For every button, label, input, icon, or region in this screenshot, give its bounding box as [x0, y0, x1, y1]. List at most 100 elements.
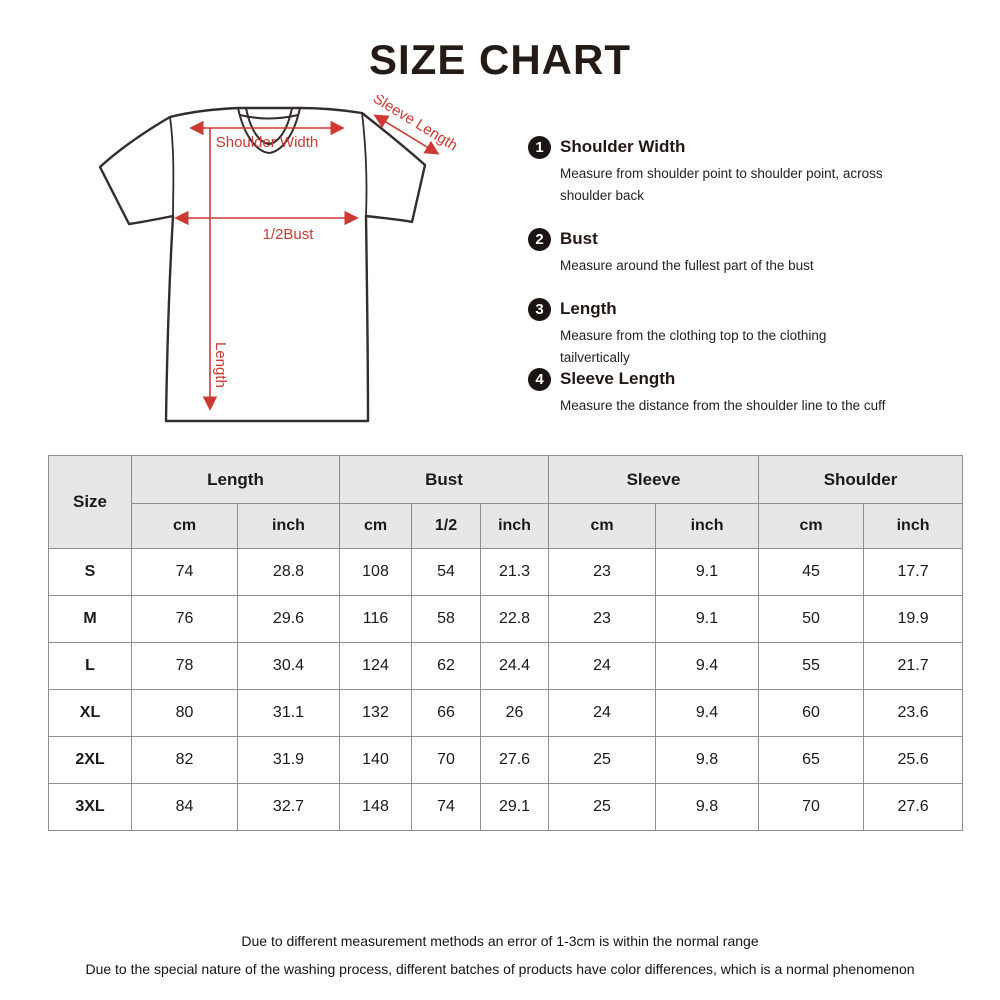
shoulder-width-label: Shoulder Width [216, 134, 319, 151]
table-cell: 30.4 [237, 642, 340, 690]
table-cell: 31.1 [237, 689, 340, 737]
table-cell: 62 [411, 642, 481, 690]
table-row-m: M 76 29.6 116 58 22.8 23 9.1 50 19.9 [48, 595, 964, 643]
table-cell: 23.6 [863, 689, 964, 737]
collar-band [239, 114, 299, 120]
note-color-difference: Due to the special nature of the washing… [85, 961, 915, 977]
table-cell: 124 [339, 642, 412, 690]
table-cell: 132 [339, 689, 412, 737]
row-label: S [48, 548, 132, 596]
table-cell: 74 [411, 783, 481, 831]
number-2-badge: 2 [528, 228, 551, 251]
table-cell: 66 [411, 689, 481, 737]
table-cell: 24 [548, 689, 657, 737]
subheader-sleeve-inch: inch [655, 503, 760, 549]
table-cell: 23 [548, 548, 657, 596]
table-cell: 9.8 [655, 736, 760, 784]
table-cell: 54 [411, 548, 481, 596]
measurement-legend: 1 Shoulder Width Measure from shoulder p… [528, 136, 968, 426]
table-row-s: S 74 28.8 108 54 21.3 23 9.1 45 17.7 [48, 548, 964, 596]
table-cell: 23 [548, 595, 657, 643]
legend-description: Measure the distance from the shoulder l… [560, 398, 886, 413]
sleeve-length-arrow [373, 114, 440, 155]
col-header-sleeve: Sleeve [548, 455, 760, 504]
number-4-badge: 4 [528, 368, 551, 391]
table-cell: 22.8 [479, 595, 550, 643]
subheader-length-cm: cm [131, 503, 238, 549]
table-cell: 25.6 [863, 736, 964, 784]
col-header-length: Length [131, 455, 340, 504]
table-cell: 108 [339, 548, 412, 596]
table-row-xl: XL 80 31.1 132 66 26 24 9.4 60 23.6 [48, 689, 964, 737]
table-cell: 45 [758, 548, 865, 596]
table-cell: 80 [131, 689, 238, 737]
table-cell: 21.3 [479, 548, 550, 596]
legend-description: Measure around the fullest part of the b… [560, 258, 814, 273]
table-cell: 84 [131, 783, 238, 831]
number-3-badge: 3 [528, 298, 551, 321]
table-cell: 17.7 [863, 548, 964, 596]
legend-title: Bust [560, 229, 598, 248]
table-cell: 55 [758, 642, 865, 690]
legend-item-bust: 2 Bust Measure around the fullest part o… [528, 228, 814, 277]
table-cell: 9.4 [655, 689, 760, 737]
subheader-bust-half: 1/2 [411, 503, 481, 549]
table-cell: 21.7 [863, 642, 964, 690]
table-cell: 58 [411, 595, 481, 643]
table-row-2xl: 2XL 82 31.9 140 70 27.6 25 9.8 65 25.6 [48, 736, 964, 784]
col-header-size: Size [48, 455, 132, 549]
half-bust-label: 1/2Bust [263, 226, 315, 243]
table-cell: 9.8 [655, 783, 760, 831]
table-row-l: L 78 30.4 124 62 24.4 24 9.4 55 21.7 [48, 642, 964, 690]
subheader-sleeve-cm: cm [548, 503, 657, 549]
table-cell: 140 [339, 736, 412, 784]
legend-description: Measure from shoulder point to shoulder … [560, 166, 883, 203]
table-cell: 116 [339, 595, 412, 643]
table-cell: 29.1 [479, 783, 550, 831]
number-1-badge: 1 [528, 136, 551, 159]
row-label: XL [48, 689, 132, 737]
length-label: Length [212, 342, 229, 388]
table-cell: 78 [131, 642, 238, 690]
table-cell: 70 [411, 736, 481, 784]
table-cell: 19.9 [863, 595, 964, 643]
size-chart-table: Size Length Bust Sleeve Shoulder cm inch… [48, 455, 964, 831]
table-cell: 76 [131, 595, 238, 643]
row-label: M [48, 595, 132, 643]
table-cell: 65 [758, 736, 865, 784]
table-cell: 24.4 [479, 642, 550, 690]
table-cell: 32.7 [237, 783, 340, 831]
table-cell: 25 [548, 783, 657, 831]
table-cell: 70 [758, 783, 865, 831]
table-cell: 31.9 [237, 736, 340, 784]
col-header-bust: Bust [338, 455, 550, 504]
right-sleeve-seam [361, 112, 368, 217]
col-header-shoulder: Shoulder [758, 455, 964, 504]
table-cell: 26 [479, 689, 550, 737]
legend-title: Length [560, 299, 617, 318]
table-cell: 9.1 [655, 595, 760, 643]
page-title: SIZE CHART [369, 36, 631, 83]
table-cell: 29.6 [237, 595, 340, 643]
table-cell: 27.6 [479, 736, 550, 784]
table-cell: 82 [131, 736, 238, 784]
table-cell: 148 [339, 783, 412, 831]
table-cell: 74 [131, 548, 238, 596]
left-sleeve-seam [169, 116, 175, 217]
subheader-shoulder-cm: cm [758, 503, 865, 549]
table-cell: 27.6 [863, 783, 964, 831]
subheader-length-inch: inch [237, 503, 340, 549]
tshirt-measurement-diagram: Shoulder Width 1/2Bust Length Sleeve Len… [98, 95, 461, 423]
table-cell: 50 [758, 595, 865, 643]
legend-item-shoulder-width: 1 Shoulder Width Measure from shoulder p… [528, 136, 892, 206]
table-cell: 9.4 [655, 642, 760, 690]
subheader-bust-cm: cm [339, 503, 412, 549]
table-cell: 24 [548, 642, 657, 690]
row-label: 2XL [48, 736, 132, 784]
tshirt-outline [98, 106, 427, 423]
table-cell: 9.1 [655, 548, 760, 596]
subheader-shoulder-inch: inch [863, 503, 964, 549]
legend-title: Shoulder Width [560, 137, 686, 156]
table-cell: 60 [758, 689, 865, 737]
table-cell: 28.8 [237, 548, 340, 596]
